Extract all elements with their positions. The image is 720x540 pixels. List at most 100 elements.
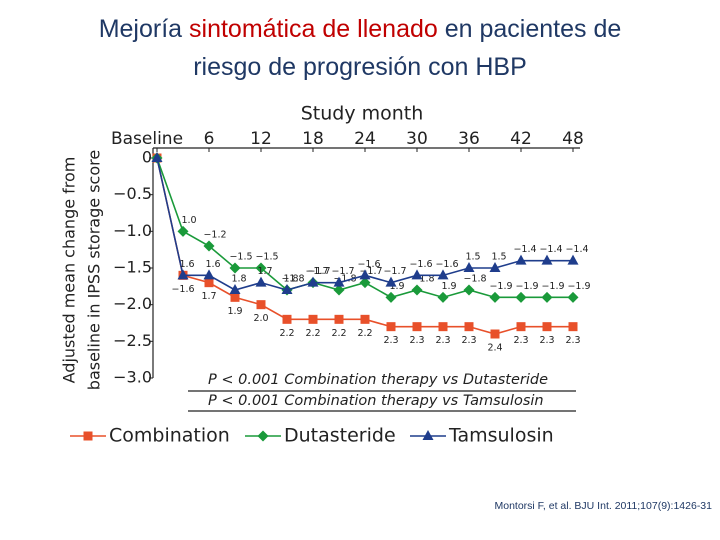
data-point [516, 322, 526, 332]
legend-marker [83, 431, 93, 441]
data-label: −1.7 [331, 266, 354, 277]
data-point [177, 225, 189, 237]
data-point [437, 269, 449, 280]
x-tick-label: 6 [204, 129, 215, 149]
slide-title: Mejoría sintomática de llenado en pacien… [0, 10, 720, 86]
x-tick-label: 12 [250, 129, 272, 149]
data-point [385, 291, 397, 303]
data-label: −1.9 [541, 281, 564, 292]
data-point [438, 322, 448, 332]
title-part: sintomática de llenado [189, 15, 438, 43]
data-label: 2.3 [539, 335, 554, 346]
data-label: 2.3 [435, 335, 450, 346]
data-point [515, 254, 527, 265]
data-label: −1.9 [567, 281, 590, 292]
data-point [255, 276, 267, 287]
data-label: −1.6 [409, 259, 432, 270]
data-point [308, 314, 318, 324]
data-label: 1.9 [441, 281, 456, 292]
legend-marker [257, 430, 269, 442]
data-point [334, 314, 344, 324]
data-point [567, 291, 579, 303]
data-point [203, 240, 215, 252]
legend-label: Tamsulosin [448, 425, 554, 447]
legend-marker [422, 430, 434, 440]
data-point [541, 254, 553, 265]
data-point [230, 292, 240, 302]
x-tick-label: 30 [406, 129, 428, 149]
data-point [333, 284, 345, 296]
data-point [177, 269, 189, 280]
data-label: 1.0 [181, 215, 196, 226]
legend-label: Combination [109, 425, 230, 447]
title-part: riesgo de progresión con HBP [193, 53, 527, 81]
data-point [411, 269, 423, 280]
data-point [567, 254, 579, 265]
data-point [463, 284, 475, 296]
y-tick-label: −2.0 [113, 294, 152, 313]
data-point [542, 322, 552, 332]
data-label: −1.8 [463, 274, 486, 285]
data-label: −1.8 [333, 274, 356, 285]
data-point [463, 262, 475, 272]
y-axis-title: baseline in IPSS storage score [85, 150, 104, 390]
data-label: −1.4 [513, 244, 536, 255]
series-line [156, 157, 573, 335]
x-tick-label: Baseline [111, 129, 183, 149]
data-label: −1.8 [281, 274, 304, 285]
data-point [412, 322, 422, 332]
y-tick-label: −1.0 [113, 221, 152, 240]
data-label: 2.0 [253, 313, 268, 324]
data-point [203, 269, 215, 280]
data-label: 1.8 [231, 274, 246, 285]
data-label: −1.7 [307, 266, 330, 277]
data-label: 2.3 [513, 335, 528, 346]
title-part: Mejoría [98, 15, 190, 43]
x-axis-title: Study month [301, 103, 424, 125]
data-label: 2.2 [279, 328, 294, 339]
data-point [255, 262, 267, 274]
data-label: −1.4 [565, 244, 588, 255]
data-label: −1.7 [359, 266, 382, 277]
data-label: 2.3 [383, 335, 398, 346]
x-tick-label: 36 [458, 129, 480, 149]
data-label: 2.3 [409, 335, 424, 346]
annotation: P < 0.001 Combination therapy vs Tamsulo… [208, 393, 544, 409]
data-label: 2.2 [357, 328, 372, 339]
data-label: −1.5 [229, 252, 252, 263]
data-label: 1.6 [179, 259, 194, 270]
title-part: en pacientes de [437, 15, 622, 43]
data-label: −1.6 [357, 259, 380, 270]
data-label: 1.5 [491, 252, 506, 263]
y-tick-label: −2.5 [113, 331, 152, 350]
data-point [437, 291, 449, 303]
data-point [256, 300, 266, 310]
data-label: −1.6 [171, 284, 194, 295]
data-label: 2.3 [461, 335, 476, 346]
annotation: P < 0.001 Combination therapy vs Dutaste… [208, 372, 548, 388]
data-point [229, 262, 241, 274]
data-point [490, 329, 500, 339]
data-point [464, 322, 474, 332]
data-label: −1.8 [411, 274, 434, 285]
data-label: 2.2 [305, 328, 320, 339]
data-point [204, 278, 214, 288]
y-tick-label: −0.5 [113, 184, 152, 203]
data-point [307, 276, 319, 287]
data-point [386, 322, 396, 332]
data-label: 2.4 [487, 343, 502, 354]
data-label: 1.7 [201, 291, 216, 302]
data-point [151, 152, 163, 162]
data-point [359, 269, 371, 280]
data-point [359, 277, 371, 289]
y-tick-label: −1.5 [113, 258, 152, 277]
x-tick-label: 18 [302, 129, 324, 149]
data-label: 1.6 [205, 259, 220, 270]
data-point [515, 291, 527, 303]
legend-label: Dutasteride [284, 425, 396, 447]
data-point [541, 291, 553, 303]
data-label: 1.9 [389, 281, 404, 292]
data-point [385, 276, 397, 287]
